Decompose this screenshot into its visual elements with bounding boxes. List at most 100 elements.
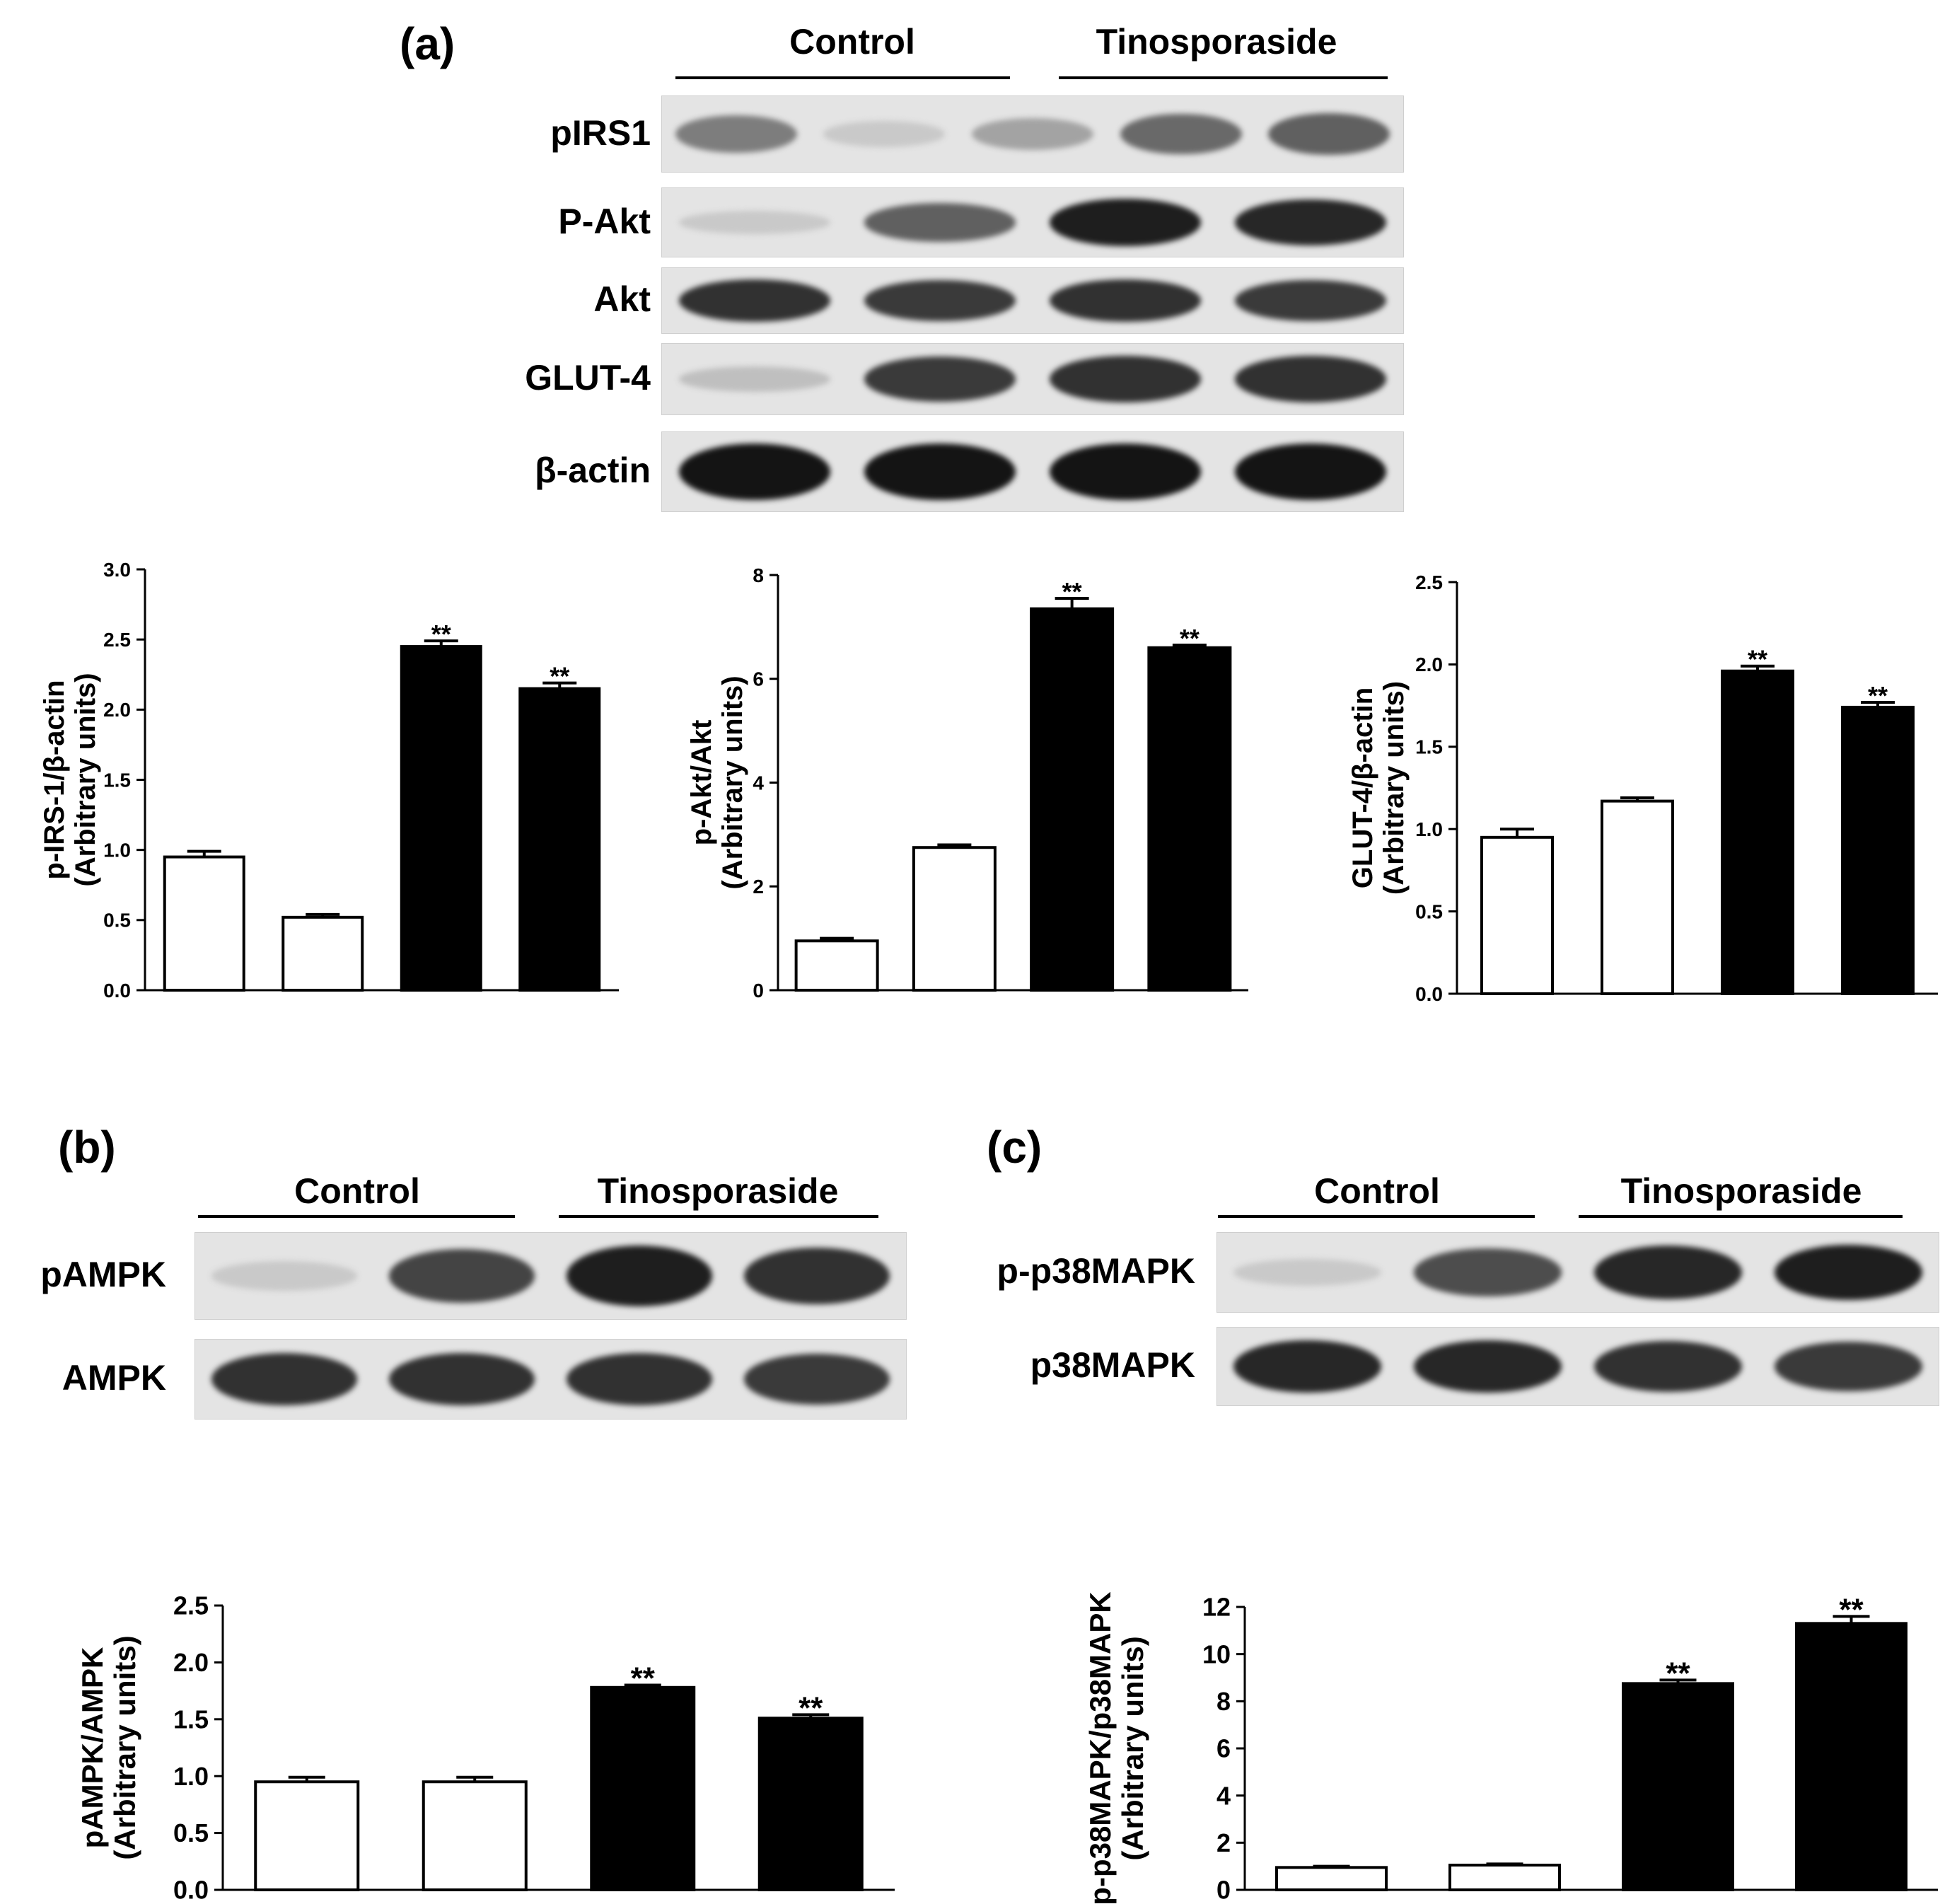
y-tick-label: 1.5: [173, 1705, 209, 1734]
blot-strip-p-akt: [661, 187, 1404, 257]
blot-band: [1774, 1341, 1923, 1392]
blot-label-pampk: pAMPK: [40, 1255, 166, 1294]
y-tick-label: 6: [753, 668, 764, 690]
y-axis-units-label: (Arbitrary units): [70, 673, 101, 886]
blot-band: [678, 443, 831, 501]
bar: [1147, 646, 1232, 992]
blot-label-ampk: AMPK: [62, 1358, 166, 1398]
bar: [1841, 705, 1915, 995]
significance-label: **: [1666, 1656, 1690, 1690]
significance-label: **: [431, 620, 451, 649]
blot-band: [864, 203, 1016, 242]
y-tick-label: 8: [753, 564, 764, 586]
y-axis-label: p-IRS-1/β-actin: [39, 680, 70, 879]
bar: [1601, 799, 1674, 995]
panel-a-treatment-label: Tinosporaside: [1096, 22, 1337, 62]
blot-band: [1774, 1244, 1923, 1301]
y-tick-label: 8: [1216, 1687, 1231, 1716]
blot-band: [1413, 1248, 1562, 1296]
bar: [1480, 835, 1554, 995]
panel-b-control-label: Control: [294, 1171, 420, 1211]
bar: [254, 1780, 360, 1891]
y-tick-label: 4: [753, 772, 764, 794]
y-tick-label: 2.0: [1415, 654, 1443, 675]
bar: [163, 855, 245, 992]
blot-band: [678, 366, 831, 392]
y-axis-units-label: (Arbitrary units): [1378, 681, 1410, 895]
blot-band: [1233, 1258, 1382, 1287]
significance-label: **: [1748, 645, 1767, 674]
significance-label: **: [631, 1661, 656, 1696]
y-axis-units-label: (Arbitrary units): [1116, 1636, 1149, 1860]
blot-strip-actin: [661, 431, 1404, 512]
blot-strip-pampk: [194, 1232, 907, 1320]
blot-strip-akt: [661, 267, 1404, 334]
y-tick-label: 1.5: [103, 769, 131, 791]
y-axis-label: pAMPK/AMPK: [76, 1647, 109, 1849]
significance-label: **: [550, 662, 569, 691]
blot-band: [1049, 443, 1202, 501]
y-axis-label: GLUT-4/β-actin: [1347, 687, 1378, 888]
blot-label-p-p38mapk: p-p38MAPK: [997, 1251, 1195, 1291]
blot-band: [864, 279, 1016, 322]
y-tick-label: 2: [1216, 1828, 1231, 1857]
y-tick-label: 0.0: [103, 980, 131, 1002]
panel-c-control-label: Control: [1314, 1171, 1440, 1211]
blot-band: [1234, 279, 1387, 322]
y-tick-label: 2.5: [1415, 571, 1443, 593]
blot-label-akt: Akt: [593, 279, 651, 319]
panel-c-letter: (c): [987, 1122, 1043, 1173]
y-axis-label: p-Akt/Akt: [686, 720, 717, 846]
y-tick-label: 0.5: [103, 910, 131, 931]
blot-strip-glut-4: [661, 343, 1404, 415]
blot-strip-p38mapk: [1216, 1327, 1939, 1406]
panel-a-letter: (a): [400, 18, 455, 69]
y-tick-label: 2.0: [103, 699, 131, 721]
y-tick-label: 3.0: [103, 559, 131, 581]
significance-label: **: [1868, 681, 1888, 710]
blot-band: [972, 118, 1093, 150]
y-tick-label: 6: [1216, 1734, 1231, 1763]
y-tick-label: 2.0: [173, 1648, 209, 1677]
blot-label-pirs1: pIRS1: [550, 112, 651, 153]
y-tick-label: 0.5: [173, 1818, 209, 1847]
y-tick-label: 0: [753, 980, 764, 1002]
chart-p-irs1: 0.0 0.5 1.0 1.5 2.0 2.5 3.0 ** ** p-IRS-1/β-actin…: [39, 559, 619, 1002]
blot-band: [744, 1354, 890, 1405]
blot-strip-ampk: [194, 1339, 907, 1420]
y-tick-label: 0: [1216, 1876, 1231, 1904]
chart-glut4: 0.0 0.5 1.0 1.5 2.0 2.5 ** ** GLUT-4/β-actin (Arb…: [1347, 571, 1938, 1005]
blot-band: [823, 121, 946, 147]
blot-band: [1120, 113, 1242, 155]
y-tick-label: 1.0: [103, 839, 131, 861]
blot-band: [1049, 279, 1202, 323]
bar: [1275, 1866, 1388, 1892]
y-axis-label: p-p38MAPK/p38MAPK: [1084, 1591, 1117, 1904]
blot-label-actin: β-actin: [535, 451, 651, 490]
blot-strip-pirs1: [661, 95, 1404, 173]
panel-b-treatment-label: Tinosporaside: [597, 1171, 839, 1211]
panel-b-treatment-line: [559, 1215, 878, 1218]
y-tick-label: 10: [1202, 1639, 1231, 1668]
y-tick-label: 2.5: [103, 629, 131, 651]
blot-band: [1049, 356, 1202, 402]
y-tick-label: 1.0: [1415, 818, 1443, 840]
blot-band: [1234, 443, 1387, 501]
bar: [281, 915, 364, 992]
blot-band: [1234, 199, 1387, 246]
y-tick-label: 2.5: [173, 1591, 209, 1620]
panel-b-control-line: [198, 1215, 515, 1218]
y-tick-label: 0.0: [173, 1876, 209, 1904]
bar: [590, 1685, 696, 1891]
panel-a-control-line: [675, 76, 1010, 79]
blot-band: [678, 211, 831, 234]
blot-band: [1268, 112, 1390, 156]
bar: [518, 687, 601, 992]
blot-band: [864, 443, 1016, 501]
panel-c-treatment-label: Tinosporaside: [1620, 1171, 1862, 1211]
blot-band: [1593, 1245, 1743, 1300]
blot-band: [675, 115, 797, 153]
chart-p-akt: 0 2 4 6 8 ** ** p-Akt/Akt (Arbitrary units): [686, 564, 1248, 1002]
bar: [1795, 1622, 1907, 1891]
blot-band: [864, 356, 1016, 402]
